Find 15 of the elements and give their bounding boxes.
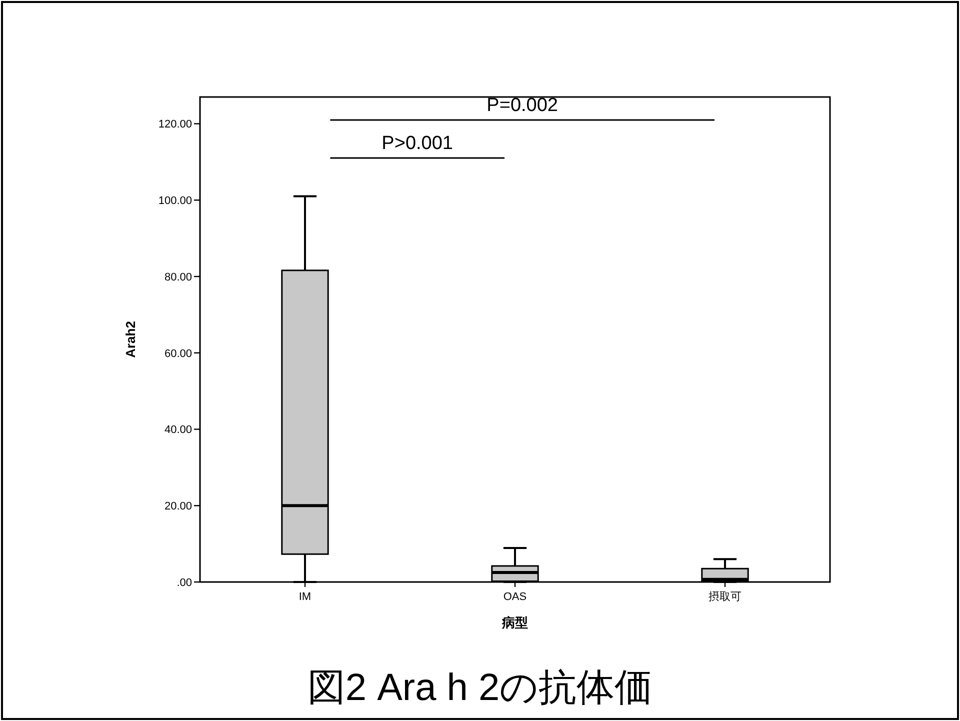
y-tick-label: 120.00: [158, 118, 192, 131]
x-tick-label: 摂取可: [708, 591, 742, 603]
y-tick-label: .00: [176, 577, 192, 589]
y-tick-label: 40.00: [164, 424, 192, 436]
x-axis-title: 病型: [501, 615, 528, 630]
annotation: P>0.001: [382, 133, 454, 154]
text: 図2 Ara h 2の抗体価: [307, 667, 653, 709]
y-tick-label: 60.00: [164, 348, 192, 360]
y-tick-label: 100.00: [158, 195, 192, 208]
y-tick-label: 20.00: [164, 500, 192, 513]
y-tick-label: 80.00: [164, 271, 192, 284]
y-axis-title: Arah2: [123, 321, 138, 358]
x-tick-label: IM: [298, 591, 312, 603]
annotation: P=0.002: [486, 95, 558, 116]
x-tick-label: OAS: [503, 591, 527, 603]
